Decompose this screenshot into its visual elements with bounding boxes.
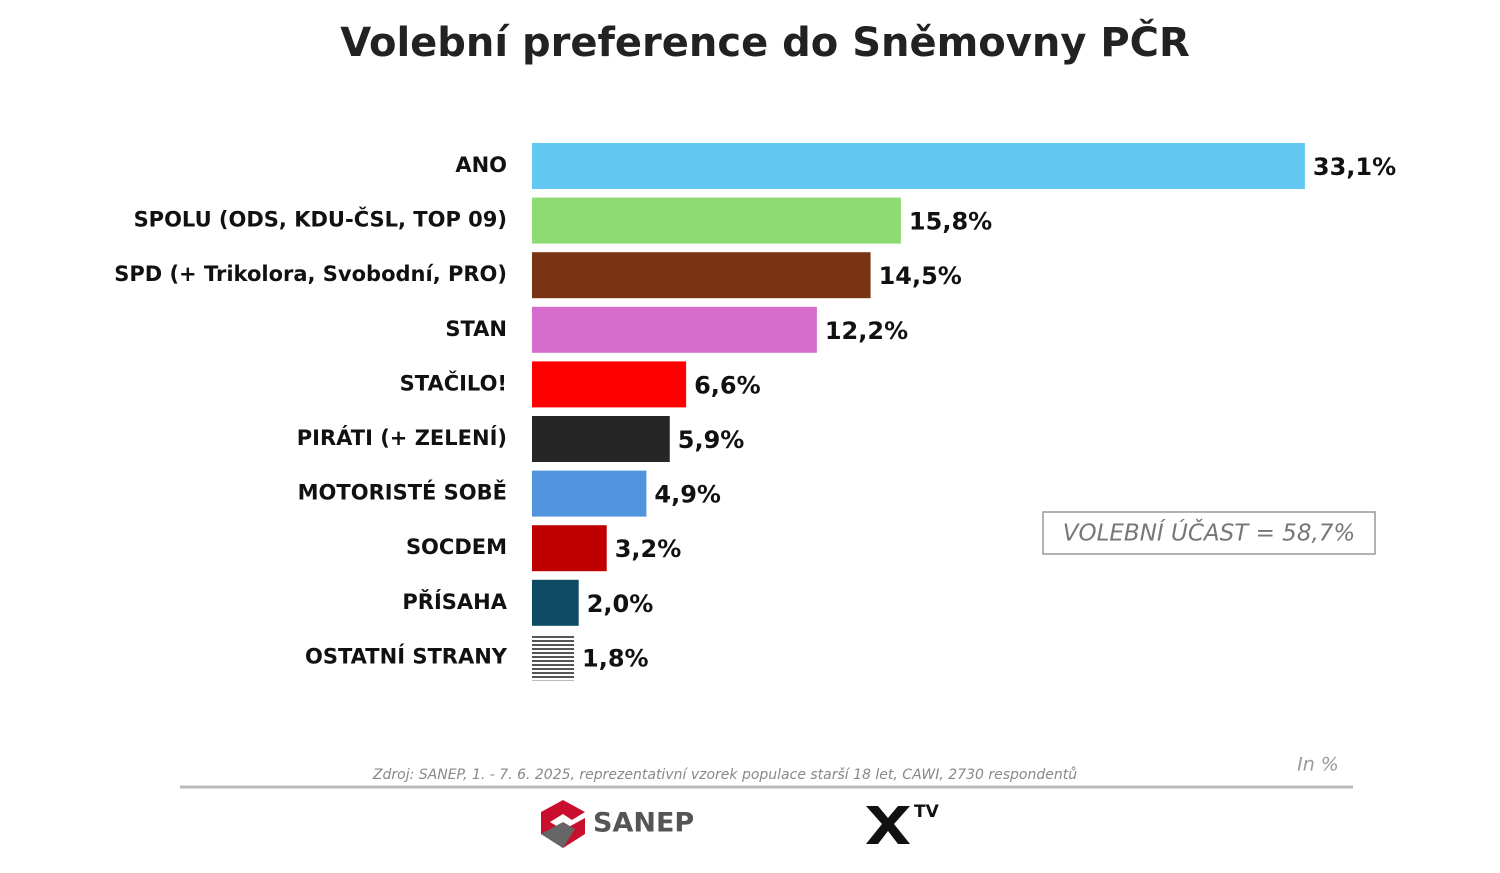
bar [532, 634, 575, 681]
bar [532, 416, 670, 462]
value-label: 6,6% [694, 371, 761, 399]
bar [532, 252, 871, 299]
value-label: 33,1% [1313, 153, 1396, 181]
category-label: OSTATNÍ STRANY [305, 643, 508, 668]
bar [532, 306, 817, 353]
logo-text: TV [914, 802, 940, 822]
category-label: SOCDEM [406, 535, 507, 559]
category-label: ANO [455, 153, 507, 177]
bar [532, 470, 647, 517]
category-label: PŘÍSAHA [402, 589, 507, 614]
category-label: PIRÁTI (+ ZELENÍ) [297, 425, 507, 450]
bar [532, 143, 1305, 189]
value-label: 3,2% [615, 535, 682, 563]
category-label: STAČILO! [400, 370, 507, 395]
category-label: MOTORISTÉ SOBĚ [298, 480, 507, 505]
bar [532, 525, 607, 572]
annotation: VOLEBNÍ ÚČAST = 58,7% [1063, 519, 1356, 547]
category-label: SPD (+ Trikolora, Svobodní, PRO) [114, 262, 507, 286]
value-label: 14,5% [879, 262, 962, 290]
annotation-box [1042, 511, 1376, 555]
logo-text: SANEP [593, 808, 694, 839]
sanep-logo [541, 800, 585, 848]
bar [532, 361, 687, 408]
value-label: 2,0% [587, 590, 654, 618]
category-label: STAN [445, 317, 507, 341]
bar [532, 579, 579, 626]
source: Zdroj: SANEP, 1. - 7. 6. 2025, reprezent… [372, 767, 1077, 783]
bar [532, 197, 901, 244]
unit-note: In % [1297, 754, 1339, 776]
value-label: 5,9% [678, 426, 745, 454]
value-label: 12,2% [825, 317, 908, 345]
value-label: 1,8% [582, 644, 649, 672]
category-label: SPOLU (ODS, KDU-ČSL, TOP 09) [134, 207, 507, 232]
value-label: 4,9% [654, 481, 721, 509]
xtv-logo [866, 806, 910, 844]
chart-title: Volební preference do Sněmovny PČR [340, 18, 1190, 66]
value-label: 15,8% [909, 208, 992, 236]
